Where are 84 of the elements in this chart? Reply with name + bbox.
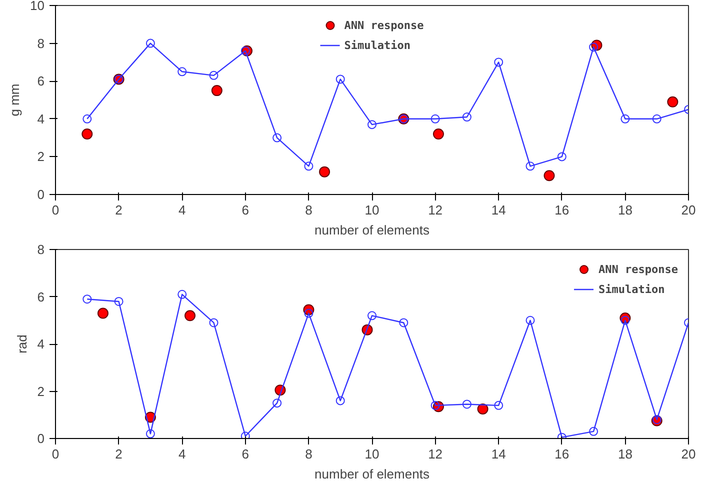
point (620, 316, 630, 325)
point (652, 114, 662, 124)
y-tick-label: 0 (37, 187, 45, 202)
x-tick-label: 16 (554, 202, 570, 218)
legend-label: ANN response (344, 18, 424, 32)
point (146, 38, 155, 48)
x-tick-label: 8 (305, 202, 312, 218)
y-tick-label: 2 (37, 384, 45, 399)
point (209, 70, 218, 80)
x-tick-label: 12 (428, 446, 443, 462)
x-axis-title: number of elements (314, 466, 430, 482)
point (667, 96, 678, 108)
x-tick-label: 2 (115, 446, 122, 462)
y-axis-title: rad (14, 334, 30, 354)
x-tick-label: 0 (52, 446, 60, 462)
point (557, 152, 566, 162)
y-tick-label: 2 (37, 149, 45, 164)
point (589, 42, 598, 52)
point (526, 162, 535, 171)
point (272, 133, 282, 142)
x-tick-label: 18 (618, 446, 632, 462)
point (82, 128, 93, 140)
point (82, 294, 92, 304)
legend-label: Simulation (344, 38, 410, 52)
x-tick-label: 2 (115, 202, 122, 218)
legend-label: ANN response (598, 262, 678, 276)
x-tick-label: 16 (554, 446, 570, 462)
point (240, 46, 250, 56)
x-tick-label: 6 (242, 202, 250, 218)
point (336, 74, 345, 84)
x-tick-label: 20 (681, 202, 696, 218)
point (240, 432, 250, 438)
point (97, 308, 108, 319)
point (589, 426, 598, 436)
point (430, 400, 440, 410)
point (399, 318, 408, 328)
point (304, 162, 314, 171)
x-tick-label: 4 (178, 446, 186, 462)
point (336, 396, 345, 406)
point (304, 308, 314, 318)
x-tick-label: 6 (242, 446, 250, 462)
point (430, 114, 440, 124)
point (184, 310, 196, 322)
point (494, 58, 504, 67)
point (526, 316, 535, 325)
point (146, 429, 155, 438)
point (462, 400, 472, 409)
y-axis-title: g mm (7, 84, 22, 116)
x-tick-label: 12 (428, 202, 443, 218)
point (82, 114, 92, 124)
point (211, 85, 222, 96)
x-tick-label: 4 (178, 202, 186, 218)
x-axis-title: number of elements (314, 222, 430, 238)
point (462, 112, 472, 122)
point (494, 400, 504, 410)
x-tick-label: 0 (52, 202, 60, 218)
point (477, 403, 488, 414)
y-tick-label: 8 (37, 36, 45, 51)
point (368, 311, 376, 320)
y-tick-label: 0 (37, 431, 45, 446)
point (178, 67, 187, 76)
point (432, 128, 444, 140)
y-tick-label: 4 (37, 111, 45, 126)
y-tick-label: 10 (30, 0, 45, 13)
y-tick-label: 4 (37, 336, 45, 352)
y-tick-label: 6 (37, 74, 45, 89)
point (368, 120, 376, 130)
x-tick-label: 14 (491, 202, 506, 218)
y-tick-label: 6 (37, 289, 45, 304)
legend-label: Simulation (598, 282, 665, 296)
x-tick-label: 20 (681, 446, 696, 462)
x-tick-label: 14 (491, 446, 506, 462)
x-tick-label: 8 (305, 446, 312, 462)
point (114, 296, 124, 306)
x-tick-label: 10 (364, 446, 380, 462)
point (209, 318, 218, 328)
x-tick-label: 10 (364, 202, 380, 218)
x-tick-label: 18 (618, 202, 632, 218)
point (272, 398, 282, 408)
point (178, 290, 187, 299)
y-tick-label: 8 (37, 242, 45, 257)
point (319, 166, 330, 178)
point (620, 114, 630, 124)
point (544, 170, 555, 182)
